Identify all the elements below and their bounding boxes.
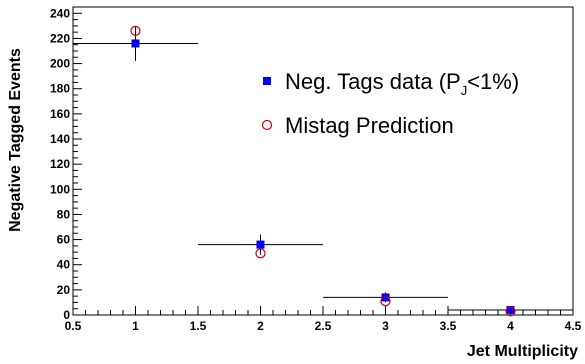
prediction-marker-circle [380,296,391,307]
x-tick-label: 0.5 [65,319,82,333]
y-tick-label: 220 [50,31,70,45]
y-tick-label: 100 [50,182,70,196]
legend-label-data-tail: <1%) [467,69,519,94]
data-marks [73,25,573,317]
y-ticks: 0 20 40 60 80 100 120 140 160 180 200 220 240 [50,6,82,322]
x-axis-title: Jet Multiplicity [467,343,578,360]
y-tick-label: 40 [57,258,71,272]
legend-marker-prediction [261,119,273,131]
axes [72,6,574,316]
legend-label-data-main: Neg. Tags data (P [285,69,461,94]
y-tick-label: 0 [63,308,70,322]
y-tick-label: 80 [57,207,71,221]
x-ticks: 0.5 1 1.5 2 2.5 3 3.5 4 4.5 [65,306,582,333]
y-tick-label: 20 [57,283,71,297]
legend-label-prediction: Mistag Prediction [285,113,454,138]
legend-label-data-sub: J [461,83,468,98]
x-tick-label: 4.5 [565,319,582,333]
y-tick-label: 120 [50,157,70,171]
x-tick-label: 1.5 [190,319,207,333]
data-point [323,292,448,303]
y-axis-title: Negative Tagged Events [7,48,24,232]
data-marker-square [256,240,265,249]
x-tick-label: 3 [382,319,389,333]
prediction-marker-circle [255,248,266,259]
data-marker-square [131,39,140,48]
data-point [73,25,198,62]
legend: Neg. Tags data (PJ<1%) Mistag Prediction [261,69,519,138]
x-tick-label: 1 [132,319,139,333]
x-tick-label: 2.5 [315,319,332,333]
y-tick-label: 160 [50,107,70,121]
y-tick-label: 140 [50,132,70,146]
legend-label-data: Neg. Tags data (PJ<1%) [285,69,519,98]
data-marker-square [506,305,515,314]
x-tick-label: 4 [507,319,514,333]
y-tick-label: 240 [50,6,70,20]
prediction-marker-circle [130,25,141,36]
y-tick-label: 180 [50,82,70,96]
data-point [198,234,323,255]
x-tick-label: 3.5 [440,319,457,333]
data-marker-square [381,293,390,302]
x-tick-label: 2 [257,319,264,333]
prediction-marker-circle [505,306,516,317]
data-point [448,305,573,314]
y-tick-label: 200 [50,57,70,71]
plot-frame [72,6,574,316]
legend-marker-data [263,77,271,85]
y-tick-label: 60 [57,233,71,247]
